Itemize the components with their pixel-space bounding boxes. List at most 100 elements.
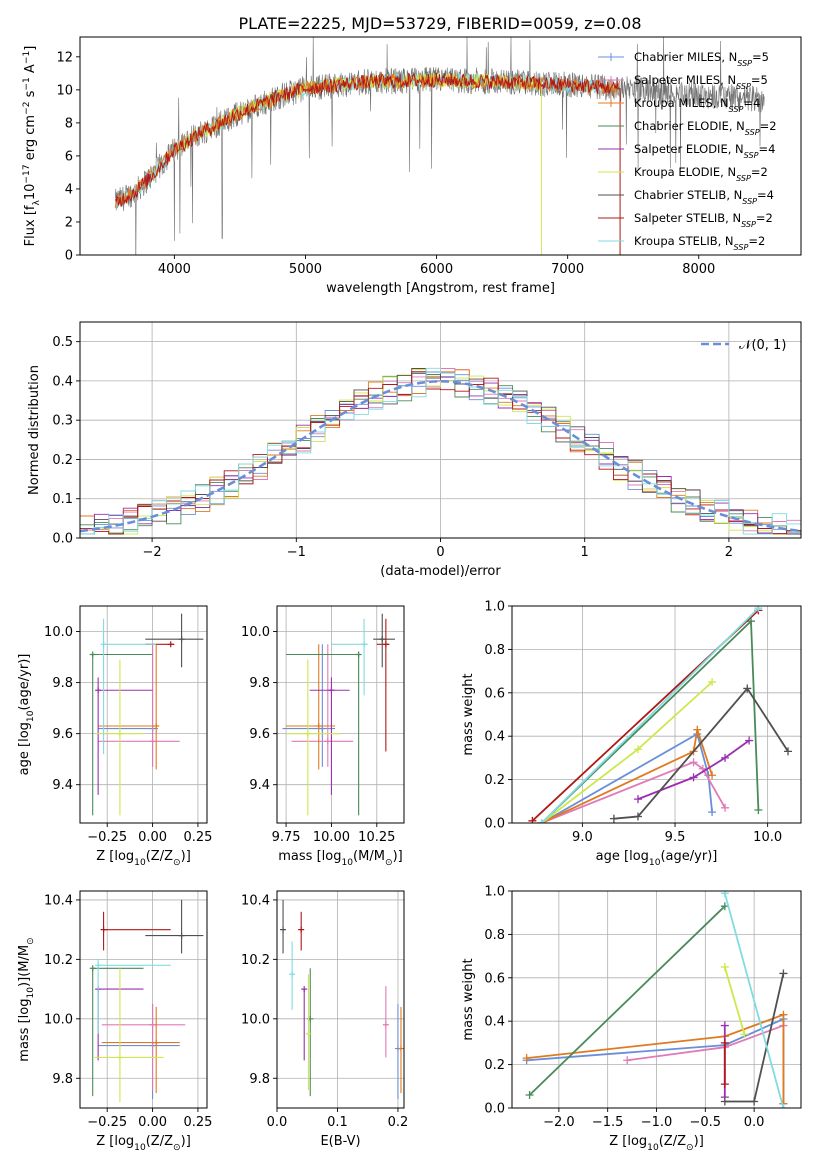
weight-Z-xtick-label: −2.0 bbox=[543, 1115, 575, 1130]
errorbar-point bbox=[100, 926, 107, 933]
weight-Z-ytick-label: 1.0 bbox=[484, 885, 505, 900]
histogram-step-line bbox=[80, 368, 801, 535]
errorbar-point bbox=[355, 651, 362, 658]
legend-label: Kroupa STELIB, NSSP=2 bbox=[634, 234, 765, 252]
weight-series-marker bbox=[609, 814, 618, 823]
legend-label: Chabrier ELODIE, NSSP=2 bbox=[634, 119, 777, 137]
spectrum-ytick-label: 10 bbox=[56, 83, 73, 98]
age-Z-xtick-label: 0.25 bbox=[183, 830, 212, 845]
weight-series-marker bbox=[708, 808, 717, 817]
age-mass-xlabel: mass [log10(M/M⊙)] bbox=[278, 849, 402, 868]
weight-age-xtick-label: 9.0 bbox=[572, 830, 593, 845]
figure-title: PLATE=2225, MJD=53729, FIBERID=0059, z=0… bbox=[238, 14, 641, 33]
spectrum-legend: Chabrier MILES, NSSP=5 Salpeter MILES, NS… bbox=[598, 50, 777, 252]
errorbar-point bbox=[319, 725, 326, 732]
residuals-ytick-label: 0.0 bbox=[52, 532, 73, 547]
weight-age-plot-area bbox=[528, 606, 793, 823]
spectrum-xlabel: wavelength [Angstrom, rest frame] bbox=[326, 281, 555, 296]
mass-Z-plot-area bbox=[89, 899, 204, 1103]
mass-Z-ylabel: mass [log10)](M/M⊙ bbox=[17, 937, 36, 1061]
weight-series-line bbox=[723, 966, 746, 1035]
spectrum-xtick-label: 4000 bbox=[158, 262, 191, 277]
weight-age-ytick-label: 0.0 bbox=[484, 817, 505, 832]
weight-series-marker bbox=[708, 771, 717, 780]
mass-Z-xlabel: Z [log10(Z/Z⊙)] bbox=[96, 1134, 191, 1153]
mass-Z-ytick-label: 9.8 bbox=[52, 1072, 73, 1087]
residuals-ytick-label: 0.3 bbox=[52, 414, 73, 429]
weight-age-frame bbox=[511, 605, 802, 824]
weight-series-marker bbox=[779, 969, 788, 978]
weight-series-marker bbox=[754, 606, 763, 613]
weight-age-ylabel: mass weight bbox=[461, 673, 476, 755]
errorbar-point bbox=[100, 641, 107, 648]
mass-Z-ytick-label: 10.0 bbox=[44, 1012, 73, 1027]
age-Z-ytick-label: 9.6 bbox=[52, 727, 73, 742]
mass-Z-xtick-label: 0.25 bbox=[183, 1115, 212, 1130]
weight-age-xtick-label: 10.0 bbox=[753, 830, 782, 845]
residuals-xlabel: (data-model)/error bbox=[380, 564, 501, 579]
weight-Z-xtick-label: −1.5 bbox=[592, 1115, 624, 1130]
errorbar-point bbox=[116, 1054, 123, 1061]
weight-series-marker bbox=[708, 677, 717, 686]
mass-Z-xtick-label: 0.00 bbox=[138, 1115, 167, 1130]
weight-series-marker bbox=[689, 758, 698, 767]
weight-series-marker bbox=[740, 1030, 749, 1039]
errorbar-point bbox=[149, 738, 156, 745]
legend-label: Chabrier MILES, NSSP=5 bbox=[634, 50, 769, 68]
weight-series-marker bbox=[720, 1021, 729, 1030]
age-mass-ytick-label: 9.8 bbox=[249, 676, 270, 691]
spectrum-ytick-label: 8 bbox=[65, 116, 73, 131]
mass-ebv-plot-area bbox=[280, 899, 404, 1100]
mass-Z-frame bbox=[79, 890, 208, 1109]
errorbar-point bbox=[324, 738, 331, 745]
errorbar-point bbox=[116, 730, 123, 737]
age-Z-axes: −0.25 0.00 0.25 9.4 9.6 9.8 10.0 Z [log10(Z/Z⊙)… bbox=[17, 605, 212, 868]
weight-age-ytick-label: 0.6 bbox=[484, 686, 505, 701]
age-mass-ytick-label: 10.0 bbox=[241, 625, 270, 640]
age-mass-plot-area bbox=[282, 613, 395, 816]
weight-series-marker bbox=[537, 819, 546, 823]
weight-series-marker bbox=[754, 805, 763, 814]
errorbar-point bbox=[95, 687, 102, 694]
mass-ebv-ytick-label: 10.4 bbox=[241, 893, 270, 908]
weight-series-marker bbox=[720, 1080, 729, 1089]
histogram-step-line bbox=[80, 367, 801, 535]
mass-ebv-ytick-label: 10.2 bbox=[241, 953, 270, 968]
spectrum-ytick-label: 4 bbox=[65, 182, 73, 197]
weight-series-marker bbox=[720, 1038, 729, 1047]
errorbar-point bbox=[178, 636, 185, 643]
weight-age-ytick-label: 0.2 bbox=[484, 773, 505, 788]
weight-series-marker bbox=[720, 891, 729, 898]
weight-series-line bbox=[540, 619, 760, 823]
age-Z-ytick-label: 9.4 bbox=[52, 778, 73, 793]
spectrum-frame bbox=[79, 36, 802, 256]
weight-Z-ytick-label: 0.6 bbox=[484, 971, 505, 986]
weight-series-marker bbox=[750, 1097, 759, 1106]
weight-Z-plot-area bbox=[522, 891, 788, 1108]
residuals-xtick-label: −1 bbox=[287, 545, 306, 560]
mass-Z-ytick-label: 10.4 bbox=[44, 893, 73, 908]
weight-series-line bbox=[723, 892, 785, 1108]
weight-series-marker bbox=[743, 684, 752, 693]
weight-age-xlabel: age [log10(age/yr)] bbox=[596, 849, 718, 868]
legend-label: Kroupa MILES, NSSP=4 bbox=[634, 96, 760, 114]
mass-ebv-xtick-label: 0.2 bbox=[388, 1115, 409, 1130]
residuals-ytick-label: 0.2 bbox=[52, 453, 73, 468]
normal-legend-label: 𝒩(0, 1) bbox=[739, 338, 786, 353]
spectrum-ytick-label: 6 bbox=[65, 149, 73, 164]
spectrum-ytick-label: 0 bbox=[65, 249, 73, 264]
errorbar-point bbox=[178, 932, 185, 939]
residuals-ytick-label: 0.5 bbox=[52, 335, 73, 350]
weight-series-marker bbox=[745, 736, 754, 745]
weight-series-marker bbox=[746, 617, 755, 626]
legend-label: Salpeter ELODIE, NSSP=4 bbox=[634, 142, 775, 160]
legend-label: Kroupa ELODIE, NSSP=2 bbox=[634, 165, 768, 183]
weight-Z-axes: −2.0 −1.5 −1.0 −0.5 0.0 0.0 0.2 0.4 0.6 0.8 1.0 Z [… bbox=[461, 885, 802, 1153]
weight-series-marker bbox=[525, 1090, 534, 1099]
residuals-ytick-label: 0.1 bbox=[52, 492, 73, 507]
weight-age-xtick-label: 9.5 bbox=[665, 830, 686, 845]
weight-series-line bbox=[613, 686, 789, 820]
weight-series-line bbox=[540, 607, 760, 823]
age-mass-frame bbox=[276, 605, 405, 824]
